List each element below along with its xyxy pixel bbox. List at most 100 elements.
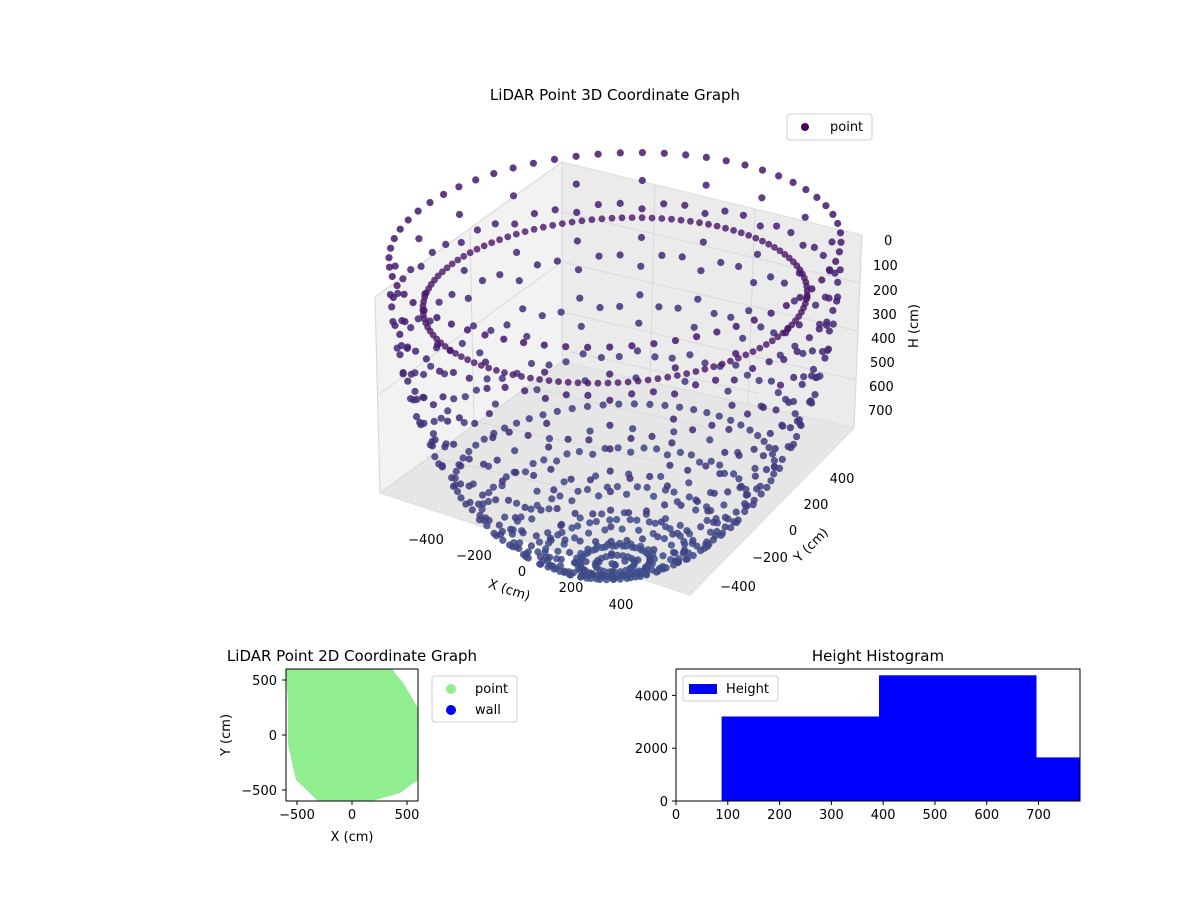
data-point <box>763 483 771 491</box>
data-point <box>545 377 553 384</box>
data-point <box>420 370 428 379</box>
data-point <box>588 216 596 224</box>
data-point <box>633 516 641 524</box>
y-tick-label: −500 <box>241 784 277 799</box>
data-point <box>525 415 533 423</box>
y-tick-label: 2000 <box>635 742 668 757</box>
data-point <box>495 521 503 529</box>
data-point <box>771 244 778 251</box>
x-tick-label: 400 <box>609 598 634 613</box>
data-point <box>562 343 570 351</box>
data-point <box>607 523 615 531</box>
data-point <box>796 293 804 302</box>
data-point <box>696 458 704 466</box>
data-point <box>519 305 527 313</box>
data-point <box>636 291 644 299</box>
data-point <box>713 527 721 536</box>
data-point <box>606 421 614 429</box>
x-tick-label: 500 <box>923 808 948 823</box>
data-point <box>776 247 784 255</box>
data-point <box>623 490 631 498</box>
data-point <box>527 542 536 550</box>
data-point <box>701 365 709 373</box>
data-point <box>655 565 664 573</box>
legend-histogram: Height <box>682 675 779 702</box>
data-point <box>732 361 740 369</box>
data-point <box>799 241 807 249</box>
data-point <box>515 277 523 285</box>
data-point <box>807 397 815 405</box>
data-point <box>511 514 519 522</box>
data-point <box>478 505 486 513</box>
data-point <box>762 341 770 348</box>
data-point <box>681 201 689 209</box>
data-point <box>749 501 757 509</box>
data-point <box>455 183 463 191</box>
data-point <box>562 358 570 366</box>
data-point <box>618 525 626 533</box>
data-point <box>707 457 715 465</box>
data-point <box>472 176 480 184</box>
data-point <box>757 323 765 331</box>
data-point <box>745 232 753 239</box>
data-point <box>774 333 782 341</box>
z-tick-label: 400 <box>871 332 896 347</box>
data-point <box>834 293 842 301</box>
data-point <box>627 434 635 443</box>
data-point <box>509 192 518 200</box>
data-point <box>784 325 791 333</box>
data-point <box>661 501 669 509</box>
data-point <box>701 359 709 367</box>
legend-point-marker <box>446 684 456 694</box>
data-point <box>472 441 480 449</box>
data-point <box>540 456 548 464</box>
data-point <box>470 359 478 367</box>
data-point <box>716 470 724 478</box>
data-point <box>505 428 513 436</box>
data-point <box>501 424 509 432</box>
data-point <box>624 378 632 386</box>
chart-3d: LiDAR Point 3D Coordinate Graph −400 −20… <box>374 86 922 613</box>
data-point <box>439 393 447 401</box>
data-point <box>447 320 455 328</box>
y-tick-label: 4000 <box>635 689 668 704</box>
data-point <box>431 453 439 461</box>
data-point <box>619 552 627 560</box>
data-point <box>485 364 493 372</box>
data-point <box>473 226 481 234</box>
data-point <box>810 243 819 251</box>
data-point <box>496 236 503 244</box>
data-point <box>501 383 509 391</box>
data-point <box>476 511 484 519</box>
x-tick-label: 200 <box>767 808 792 823</box>
data-point <box>728 401 736 409</box>
data-point <box>524 548 532 556</box>
data-point <box>770 470 778 478</box>
data-point <box>793 433 801 441</box>
data-point <box>594 201 602 209</box>
data-point <box>608 214 616 222</box>
data-point <box>499 536 507 544</box>
data-point <box>721 207 729 215</box>
data-point <box>536 553 545 561</box>
data-point <box>390 235 398 243</box>
data-point <box>576 294 584 302</box>
data-point <box>564 435 572 443</box>
data-point <box>541 368 549 376</box>
chart-histogram: Height Histogram 0 100 200 300 400 500 600 7000… <box>635 647 1081 823</box>
data-point <box>606 396 614 404</box>
data-point <box>829 210 837 218</box>
data-point <box>743 410 752 418</box>
data-point <box>589 510 597 518</box>
data-point <box>520 339 528 347</box>
data-point <box>692 368 700 375</box>
data-point <box>454 256 462 264</box>
data-point <box>455 210 464 219</box>
data-point <box>699 238 707 246</box>
data-point <box>776 381 785 389</box>
x-axis-label: X (cm) <box>486 577 532 605</box>
data-point <box>758 166 767 174</box>
data-point <box>509 164 517 172</box>
data-point <box>465 447 473 456</box>
data-point <box>643 483 651 492</box>
